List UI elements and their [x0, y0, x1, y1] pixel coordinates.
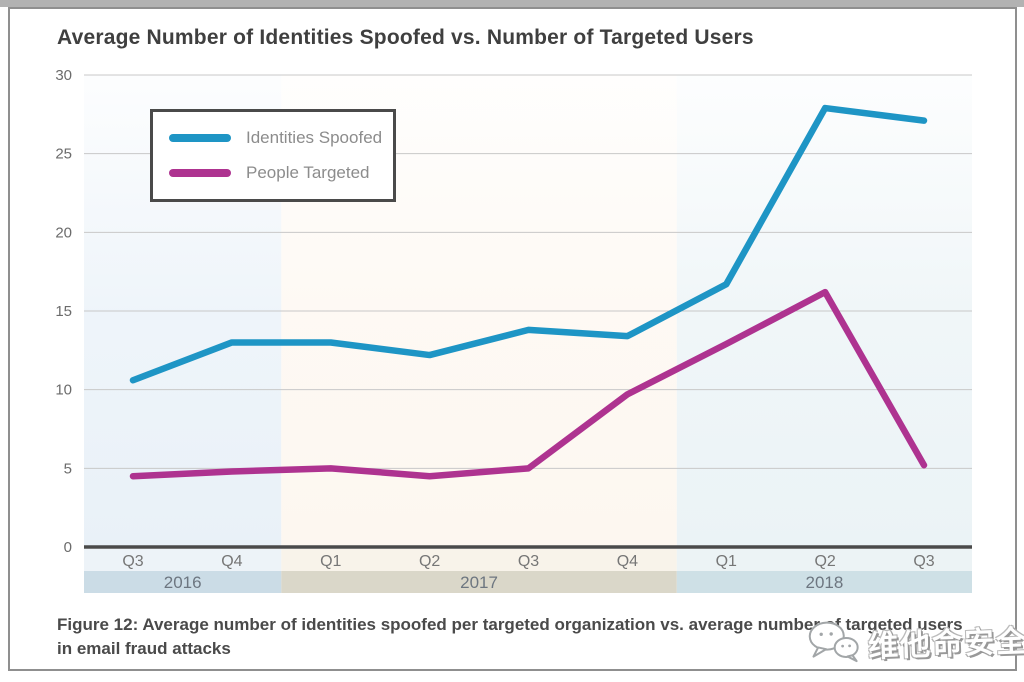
year-label-2017: 2017: [460, 573, 498, 592]
y-tick-label-20: 20: [55, 224, 72, 241]
x-tick-label-1: Q4: [221, 553, 242, 570]
legend-label-people-targeted: People Targeted: [246, 163, 370, 183]
x-tick-label-5: Q4: [617, 553, 638, 570]
figure-caption: Figure 12: Average number of identities …: [57, 615, 963, 658]
y-tick-label-0: 0: [64, 539, 72, 556]
legend-label-identities-spoofed: Identities Spoofed: [246, 127, 383, 147]
y-tick-label-30: 30: [55, 67, 72, 84]
legend-swatch-people-targeted: [169, 169, 231, 178]
series-line-identities-spoofed: [129, 104, 928, 384]
year-strip-2017: [281, 571, 677, 593]
y-tick-label-25: 25: [55, 146, 72, 163]
chart-legend: Identities Spoofed People Targeted: [150, 109, 396, 202]
year-strip-2018: [676, 571, 972, 593]
x-tick-label-0: Q3: [122, 553, 143, 570]
watermark-text: 维他命安全: [867, 624, 1024, 664]
page-top-strip: [0, 0, 1024, 7]
x-tick-label-2: Q1: [320, 553, 341, 570]
quarter-band-2016: [84, 549, 282, 571]
chart-title: Average Number of Identities Spoofed vs.…: [57, 26, 754, 49]
x-tick-label-8: Q3: [913, 553, 934, 570]
x-tick-label-7: Q2: [814, 553, 835, 570]
figure-card: Average Number of Identities Spoofed vs.…: [8, 7, 1017, 671]
y-tick-label-5: 5: [64, 460, 72, 477]
legend-swatch-identities-spoofed: [169, 133, 231, 142]
legend-item-identities-spoofed: Identities Spoofed: [169, 128, 393, 148]
quarter-band-2017: [281, 549, 677, 571]
year-strip-2016: [84, 571, 282, 593]
legend-item-people-targeted: People Targeted: [169, 163, 393, 183]
x-tick-label-4: Q3: [518, 553, 539, 570]
series-line-people-targeted: [129, 288, 928, 480]
x-tick-label-6: Q1: [716, 553, 737, 570]
y-tick-label-15: 15: [55, 303, 72, 320]
line-chart: 2016 2017 2018 0 5 10 15 20 25 30 Q3 Q4 Q1 Q2 Q3 Q4 Q1 Q2…: [55, 67, 972, 593]
quarter-band-2018: [676, 549, 972, 571]
x-tick-label-3: Q2: [419, 553, 440, 570]
watermark: 维他命安全: [805, 612, 1024, 671]
year-label-2018: 2018: [805, 573, 843, 592]
wechat-icon: [805, 618, 863, 671]
year-label-2016: 2016: [164, 573, 202, 592]
y-tick-label-10: 10: [55, 382, 72, 399]
